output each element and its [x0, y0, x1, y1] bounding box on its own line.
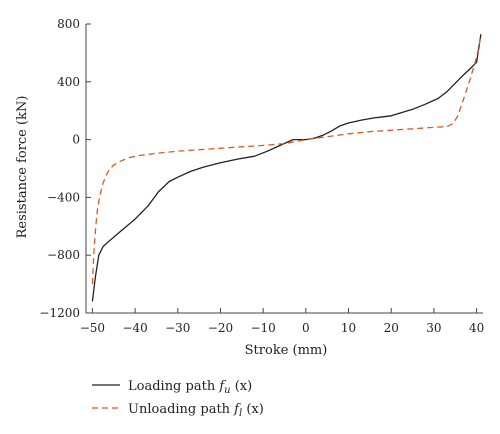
legend-label-loading: Loading path fu (x) — [128, 379, 252, 396]
legend-label-unloading: Unloading path fl (x) — [128, 402, 264, 419]
x-tick-label: −50 — [80, 321, 105, 335]
x-tick-label: 20 — [384, 321, 399, 335]
y-tick-label: −800 — [47, 248, 80, 262]
plot-area — [91, 33, 482, 302]
x-axis-title: Stroke (mm) — [245, 343, 328, 358]
y-tick-label: 0 — [72, 133, 80, 147]
x-tick-label: 30 — [426, 321, 441, 335]
y-tick-label: 800 — [57, 17, 80, 31]
tick-labels: 800 400 0 −400 −800 −1200−50 −40 −30 −20 −10 0 10 20… — [39, 17, 484, 335]
x-tick-label: 10 — [341, 321, 356, 335]
axes — [85, 23, 483, 314]
x-tick-label: −10 — [250, 321, 275, 335]
legend: Loading path fu (x) Unloading path fl (x) — [92, 379, 264, 419]
y-tick-label: −400 — [47, 190, 80, 204]
x-tick-label: 0 — [302, 321, 310, 335]
x-tick-label: −30 — [165, 321, 190, 335]
y-tick-label: 400 — [57, 75, 80, 89]
y-axis-title: Resistance force (kN) — [15, 96, 30, 239]
loading-path-line — [91, 34, 482, 302]
y-tick-label: −1200 — [39, 306, 80, 320]
x-tick-label: 40 — [469, 321, 484, 335]
unloading-path-line — [91, 33, 482, 285]
x-tick-label: −20 — [208, 321, 233, 335]
x-tick-label: −40 — [122, 321, 147, 335]
